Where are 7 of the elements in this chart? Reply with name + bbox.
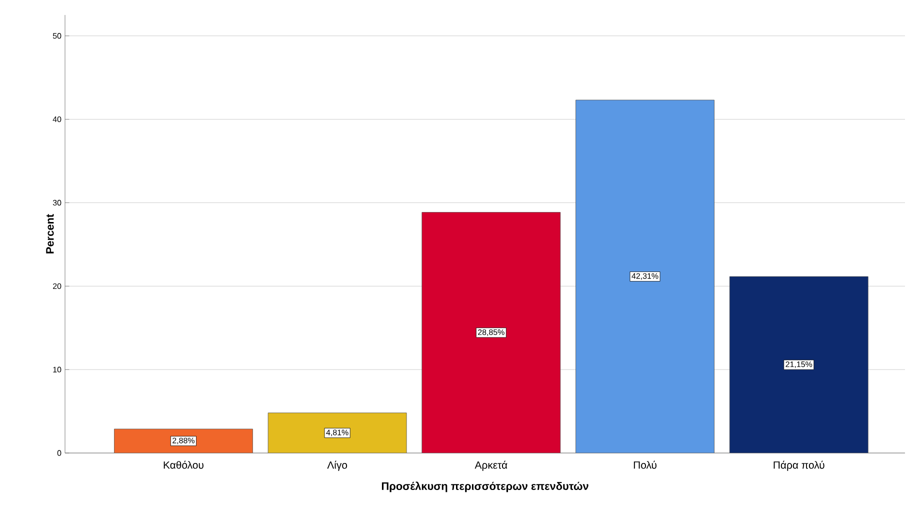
y-axis-title: Percent — [46, 214, 54, 254]
x-axis-title: Προσέλκυση περισσότερων επενδυτών — [382, 482, 588, 492]
x-tick-label: Πολύ — [634, 460, 656, 469]
x-tick-label: Καθόλου — [164, 460, 204, 469]
x-tick-label: Πάρα πολύ — [774, 460, 824, 471]
x-tick-label: Αρκετά — [474, 460, 508, 471]
x-tick-label: Λίγο — [327, 460, 348, 471]
